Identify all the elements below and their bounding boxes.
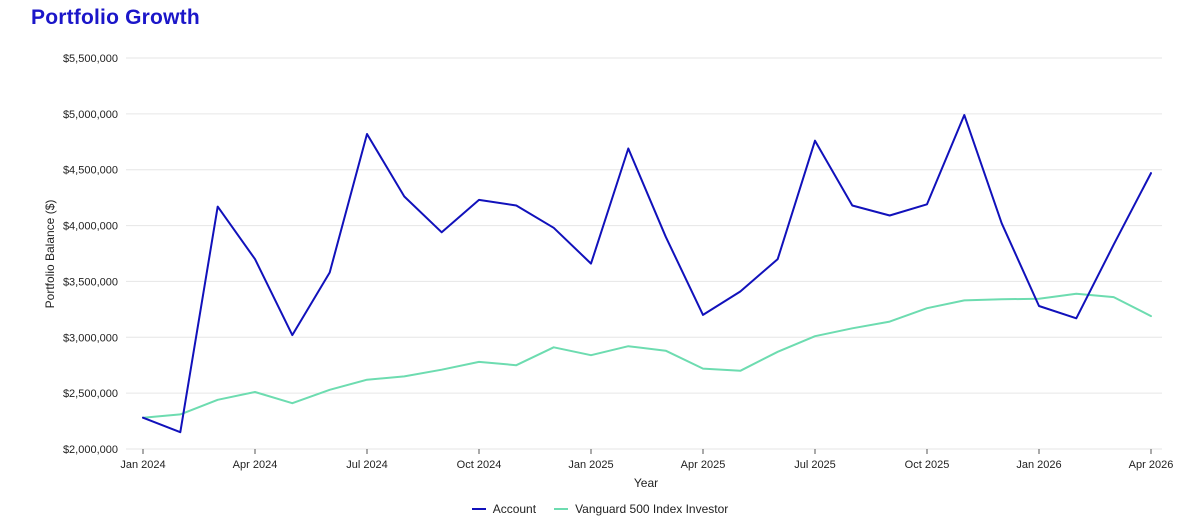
y-tick-label: $4,500,000 (63, 165, 118, 177)
x-axis-label: Year (634, 476, 658, 490)
y-tick-label: $4,000,000 (63, 221, 118, 233)
series-line-vanguard (142, 292, 1152, 419)
x-tick-label: Apr 2025 (681, 459, 726, 471)
x-tick-label: Jan 2026 (1016, 459, 1061, 471)
y-tick-label: $2,000,000 (63, 444, 118, 456)
legend-item-account[interactable]: Account (471, 502, 537, 516)
x-tick-label: Apr 2026 (1129, 459, 1174, 471)
y-axis-label: Portfolio Balance ($) (43, 200, 57, 309)
x-tick-label: Jan 2025 (568, 459, 613, 471)
legend: Account Vanguard 500 Index Investor (0, 502, 1200, 516)
x-tick-label: Oct 2025 (905, 459, 950, 471)
x-tick-label: Apr 2024 (233, 459, 278, 471)
x-tick-label: Jul 2025 (794, 459, 836, 471)
chart-title: Portfolio Growth (31, 6, 200, 29)
y-tick-label: $5,000,000 (63, 109, 118, 121)
y-axis-ticks: $2,000,000 $2,500,000 $3,000,000 $3,500,000… (63, 53, 118, 456)
legend-item-vanguard[interactable]: Vanguard 500 Index Investor (554, 502, 728, 516)
series-line-account (142, 114, 1152, 434)
legend-swatch-vanguard (554, 508, 569, 510)
x-axis-ticks: Jan 2024 Apr 2024 Jul 2024 Oct 2024 Jan 2025… (120, 449, 1173, 471)
legend-label-account: Account (492, 502, 537, 516)
legend-swatch-account (471, 508, 486, 510)
legend-label-vanguard: Vanguard 500 Index Investor (575, 502, 729, 516)
grid-lines (126, 57, 1162, 450)
x-tick-label: Jan 2024 (120, 459, 165, 471)
portfolio-growth-chart: $2,000,000 $2,500,000 $3,000,000 $3,500,000… (43, 53, 1173, 490)
x-tick-label: Oct 2024 (457, 459, 502, 471)
y-tick-label: $2,500,000 (63, 388, 118, 400)
y-tick-label: $3,500,000 (63, 276, 118, 288)
y-tick-label: $3,000,000 (63, 332, 118, 344)
x-tick-label: Jul 2024 (346, 459, 388, 471)
series-lines (142, 114, 1152, 434)
y-tick-label: $5,500,000 (63, 53, 118, 65)
